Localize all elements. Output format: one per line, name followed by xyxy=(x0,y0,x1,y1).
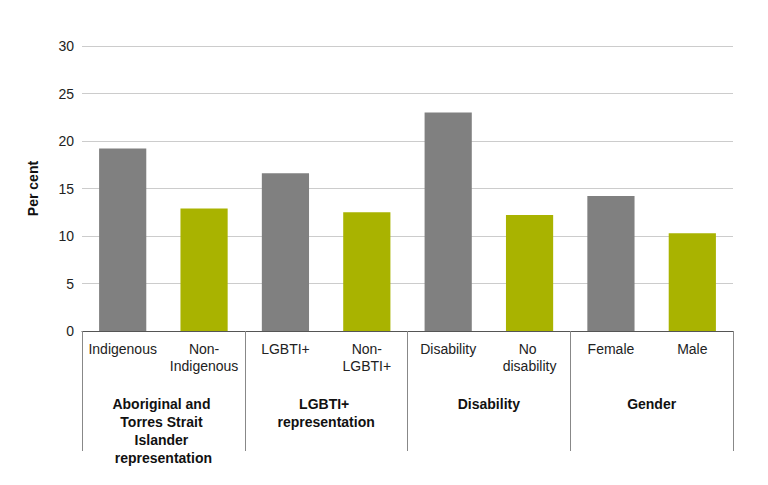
svg-text:representation: representation xyxy=(278,414,375,430)
svg-text:Non-: Non- xyxy=(189,341,220,357)
svg-text:15: 15 xyxy=(58,181,74,197)
svg-text:No: No xyxy=(519,341,541,357)
svg-text:10: 10 xyxy=(58,228,74,244)
svg-text:Indigenous: Indigenous xyxy=(170,358,239,374)
svg-text:20: 20 xyxy=(58,133,74,149)
svg-text:Female: Female xyxy=(588,341,635,357)
svg-text:Disability: Disability xyxy=(420,341,476,357)
svg-text:LGBTI+: LGBTI+ xyxy=(342,358,391,374)
svg-text:Islander: Islander xyxy=(135,432,193,448)
svg-text:LGBTI+: LGBTI+ xyxy=(299,396,353,412)
svg-text:Torres Strait: Torres Strait xyxy=(120,414,206,430)
svg-text:Aboriginal and: Aboriginal and xyxy=(112,396,214,412)
svg-text:LGBTI+: LGBTI+ xyxy=(261,341,310,357)
svg-text:25: 25 xyxy=(58,86,74,102)
svg-text:5: 5 xyxy=(66,276,74,292)
svg-text:30: 30 xyxy=(58,38,74,54)
svg-text:Disability: Disability xyxy=(458,396,520,412)
svg-text:Indigenous: Indigenous xyxy=(88,341,157,357)
svg-text:disability: disability xyxy=(503,358,557,374)
svg-text:Male: Male xyxy=(677,341,708,357)
svg-text:0: 0 xyxy=(66,323,74,339)
svg-text:representation: representation xyxy=(115,450,212,466)
svg-text:Per cent: Per cent xyxy=(25,161,41,217)
svg-text:Non-: Non- xyxy=(352,341,383,357)
svg-text:Gender: Gender xyxy=(627,396,677,412)
